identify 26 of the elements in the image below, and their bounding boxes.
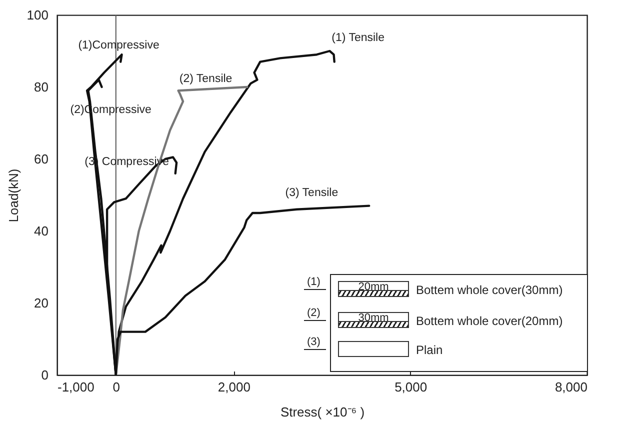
- y-tick-label: 100: [26, 8, 48, 22]
- x-tick-label: 5,000: [394, 380, 428, 394]
- series-label: (1) Tensile: [332, 32, 384, 44]
- y-tick-label: 20: [34, 296, 48, 310]
- series-label: (2) Tensile: [179, 73, 232, 85]
- x-tick-label: 2,000: [218, 380, 250, 394]
- y-tick-label: 80: [34, 80, 48, 94]
- y-axis-title: Load(kN): [6, 168, 21, 222]
- y-tick-label: 40: [34, 224, 48, 238]
- annotation: (3): [304, 336, 326, 350]
- series-label: (3) Tensile: [285, 186, 338, 199]
- annotation: Plain: [416, 343, 443, 357]
- annotation: (1): [304, 276, 326, 290]
- x-axis-title: Stress( ×10⁻⁶ ): [280, 404, 365, 420]
- annotation: 30mm: [357, 312, 390, 324]
- y-tick-label: 60: [34, 152, 48, 166]
- annotation: 20mm: [357, 281, 390, 293]
- y-tick-label: 0: [41, 368, 48, 382]
- cross-section-icon: 30mm: [338, 312, 409, 328]
- x-tick-label: 0: [112, 380, 120, 394]
- x-tick-label: 8,000: [554, 380, 588, 394]
- annotation: Bottem whole cover(30mm): [416, 283, 563, 297]
- x-tick-label: -1,000: [58, 380, 94, 394]
- annotation: (2): [304, 307, 326, 321]
- annotation: Bottem whole cover(20mm): [416, 314, 563, 328]
- cross-section-icon: 20mm: [338, 281, 409, 297]
